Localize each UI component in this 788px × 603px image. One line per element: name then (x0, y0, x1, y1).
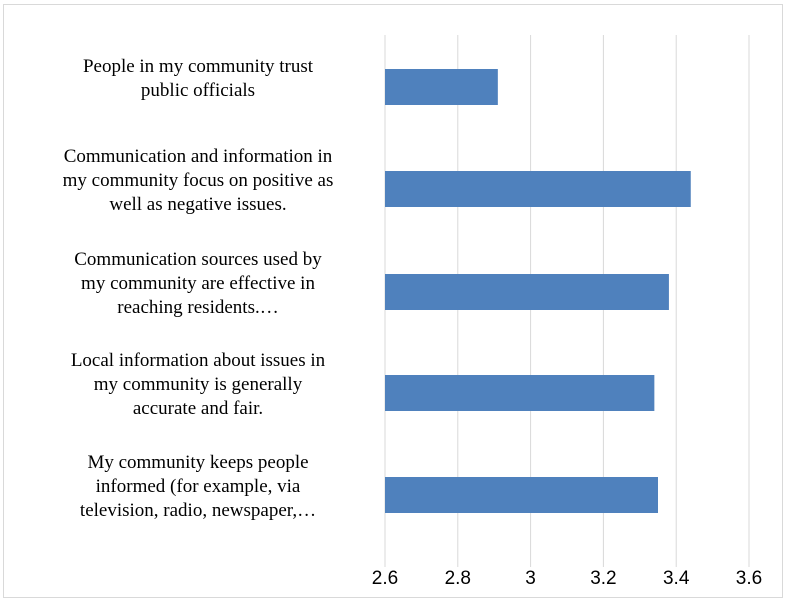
category-label-4: My community keeps people informed (for e… (12, 451, 384, 523)
x-tick-label-5: 3.6 (736, 568, 762, 589)
category-label-line: reaching residents.… (117, 297, 279, 318)
bar-3 (385, 375, 655, 411)
category-label-2: Communication sources used by my communit… (12, 248, 384, 320)
x-axis-ticks: 2.6 2.8 3 3.2 3.4 3.6 (372, 568, 762, 589)
x-tick-label-2: 3 (525, 568, 536, 589)
bar-chart: 2.6 2.8 3 3.2 3.4 3.6 (372, 35, 762, 589)
category-label-line: Communication sources used by (74, 249, 322, 270)
category-label-line: public officials (140, 80, 256, 101)
bar-0 (385, 69, 498, 105)
x-tick-label-1: 2.8 (445, 568, 471, 589)
category-label-line: accurate and fair. (132, 398, 264, 419)
chart-frame: People in my community trust public offic… (3, 4, 783, 598)
bar-2 (385, 274, 669, 310)
category-label-0: People in my community trust public offic… (12, 55, 384, 103)
category-label-line: my community focus on positive as (62, 170, 334, 191)
category-label-1: Communication and information in my commu… (12, 145, 384, 217)
category-label-line: Communication and information in (63, 146, 333, 167)
category-label-line: Local information about issues in (70, 350, 326, 371)
x-tick-label-3: 3.2 (590, 568, 616, 589)
category-label-line: well as negative issues. (109, 194, 287, 215)
category-label-line: People in my community trust (82, 56, 314, 77)
x-tick-label-4: 3.4 (663, 568, 690, 589)
category-label-line: my community is generally (93, 374, 303, 395)
category-label-3: Local information about issues in my comm… (12, 349, 384, 421)
bar-4 (385, 477, 658, 513)
x-tick-label-0: 2.6 (372, 568, 398, 589)
category-label-line: My community keeps people (87, 452, 309, 473)
category-label-line: television, radio, newspaper,… (79, 500, 317, 521)
category-label-line: informed (for example, via (95, 476, 301, 497)
bar-1 (385, 171, 691, 207)
category-label-line: my community are effective in (81, 273, 315, 294)
bars (385, 69, 691, 513)
